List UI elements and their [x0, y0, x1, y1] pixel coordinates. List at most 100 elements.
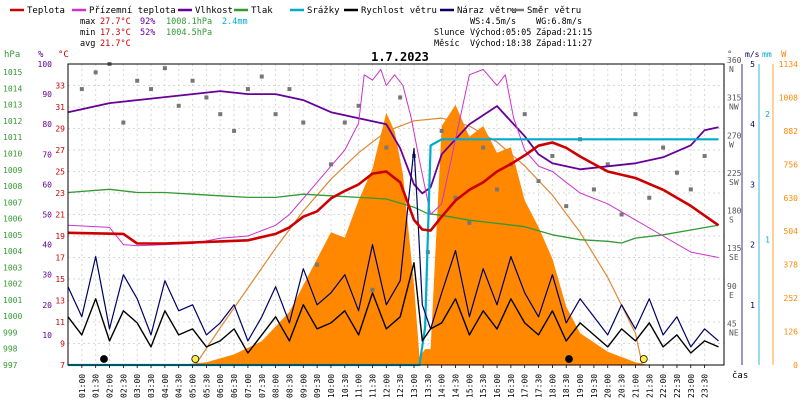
tick-hpa: 1013	[3, 101, 22, 110]
tick-percent: 100	[38, 60, 53, 69]
point-wind-direction	[647, 195, 652, 200]
tick-x-group: 22:00	[659, 374, 668, 398]
sun-label: Slunce	[434, 28, 465, 38]
tick-x: 11:00	[355, 374, 364, 398]
wind-wg: WG:6.8m/s	[536, 17, 582, 27]
tick-ms: 3	[750, 180, 755, 189]
tick-x: 11:30	[368, 374, 377, 398]
tick-x-group: 19:00	[576, 374, 585, 398]
tick-hpa: 1000	[3, 312, 22, 321]
tick-x-group: 22:30	[673, 374, 682, 398]
stat-pressure: 1008.1hPa	[166, 17, 212, 27]
tick-w: 1134	[779, 60, 798, 69]
point-wind-direction	[121, 120, 126, 125]
tick-x-group: 05:00	[189, 374, 198, 398]
tick-direction-label: NW	[729, 103, 739, 112]
stat-rain: 2.4mm	[222, 17, 248, 27]
point-wind-direction	[702, 153, 707, 158]
tick-ms: 2	[750, 241, 755, 250]
point-wind-direction	[550, 153, 555, 158]
tick-direction-label: S	[729, 216, 734, 225]
point-wind-direction	[370, 287, 375, 292]
stat-humidity: 52%	[140, 28, 155, 38]
tick-x: 04:30	[175, 374, 184, 398]
tick-x-group: 03:00	[133, 374, 142, 398]
stat-temp: 17.3°C	[100, 28, 131, 38]
tick-direction-label: SW	[729, 178, 739, 187]
tick-x: 23:00	[687, 374, 696, 398]
tick-w: 378	[784, 261, 799, 270]
tick-x-group: 14:00	[438, 374, 447, 398]
tick-hpa: 1012	[3, 117, 22, 126]
point-wind-direction	[633, 112, 638, 117]
tick-x-group: 03:30	[147, 374, 156, 398]
tick-x: 10:30	[341, 374, 350, 398]
tick-mm: 2	[765, 110, 770, 119]
tick-direction: 270	[727, 131, 742, 140]
tick-x-group: 07:00	[244, 374, 253, 398]
grid	[68, 64, 724, 366]
point-wind-direction	[495, 187, 500, 192]
series-wind-gust	[67, 147, 719, 348]
point-wind-direction	[149, 87, 154, 92]
unit-mm: mm	[762, 50, 772, 59]
point-wind-direction	[93, 70, 98, 75]
tick-x: 02:30	[119, 374, 128, 398]
tick-x: 15:30	[479, 374, 488, 398]
tick-celsius: 31	[55, 103, 65, 112]
tick-w: 252	[784, 294, 799, 303]
tick-x: 13:00	[410, 374, 419, 398]
tick-celsius: 13	[55, 297, 65, 306]
axes-layer: 9979989991000100110021003100410051006100…	[3, 56, 798, 398]
tick-direction: 90	[727, 282, 737, 291]
point-wind-direction	[135, 78, 140, 83]
tick-percent: 80	[42, 120, 52, 129]
tick-w: 630	[784, 194, 799, 203]
tick-x-group: 16:30	[507, 374, 516, 398]
tick-w: 756	[784, 160, 799, 169]
tick-x-group: 09:30	[313, 374, 322, 398]
series-temperature	[67, 141, 720, 245]
unit-degree: °	[727, 50, 732, 60]
point-wind-direction	[162, 66, 167, 71]
point-wind-direction	[453, 195, 458, 200]
tick-direction: 360	[727, 56, 742, 65]
tick-celsius: 25	[55, 168, 65, 177]
tick-x: 17:00	[521, 374, 530, 398]
tick-direction-label: E	[729, 291, 734, 300]
point-wind-direction	[564, 204, 569, 209]
tick-x-group: 17:30	[535, 374, 544, 398]
tick-hpa: 1003	[3, 263, 22, 272]
tick-x-group: 19:30	[590, 374, 599, 398]
tick-x-group: 11:30	[368, 374, 377, 398]
tick-x: 14:30	[452, 374, 461, 398]
tick-x: 01:30	[92, 374, 101, 398]
marker-sun-moon	[639, 355, 648, 363]
tick-hpa: 1001	[3, 296, 22, 305]
tick-x-group: 21:00	[631, 374, 640, 398]
point-wind-direction	[536, 179, 541, 184]
tick-x: 06:00	[216, 374, 225, 398]
stat-temp: 27.7°C	[100, 17, 131, 27]
point-wind-direction	[439, 128, 444, 133]
tick-hpa: 999	[3, 328, 18, 337]
tick-x: 15:00	[465, 374, 474, 398]
tick-hpa: 1010	[3, 149, 22, 158]
tick-celsius: 27	[55, 146, 65, 155]
series-pressure	[67, 188, 719, 244]
point-wind-direction	[467, 220, 472, 225]
point-wind-direction	[315, 262, 320, 267]
tick-x-group: 12:00	[382, 374, 391, 398]
point-wind-direction	[384, 145, 389, 150]
sun-rise: Východ:05:05	[470, 28, 531, 38]
tick-hpa: 1011	[3, 133, 22, 142]
tick-x-group: 05:30	[202, 374, 211, 398]
unit-hpa: hPa	[4, 50, 20, 60]
point-wind-direction	[79, 87, 84, 92]
point-wind-direction	[204, 95, 209, 100]
tick-x-group: 21:30	[645, 374, 654, 398]
stat-humidity: 92%	[140, 17, 155, 27]
point-wind-direction	[232, 128, 237, 133]
tick-x: 04:00	[161, 374, 170, 398]
